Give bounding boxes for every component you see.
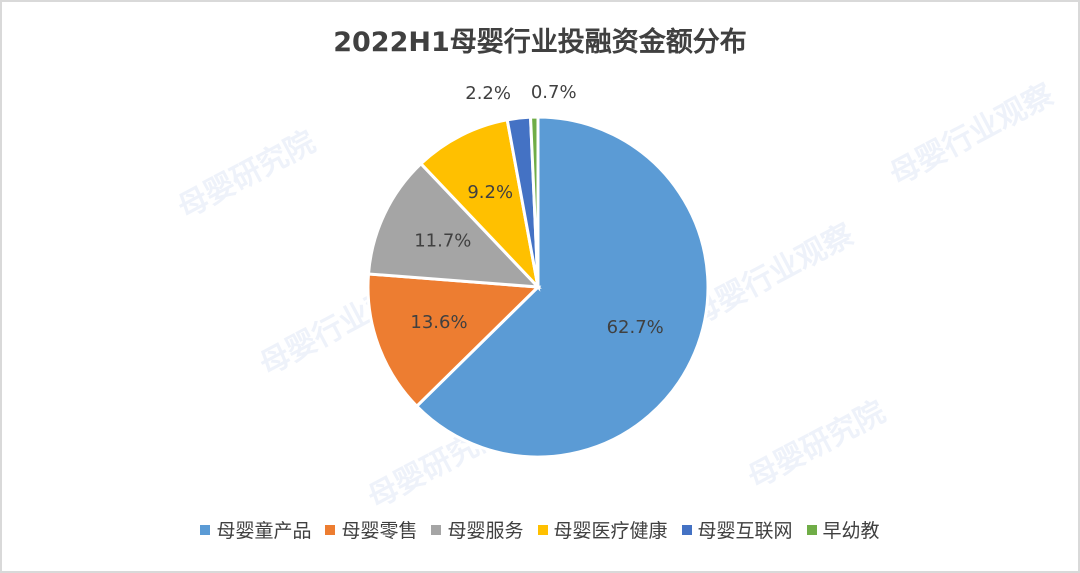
legend-item: 母婴童产品 [200, 516, 311, 543]
data-label: 62.7% [607, 317, 664, 338]
pie-slice [528, 115, 540, 288]
legend-label: 母婴零售 [341, 520, 418, 542]
legend-item: 早幼教 [806, 516, 880, 543]
data-label: 13.6% [410, 312, 467, 333]
legend-item: 母婴互联网 [681, 516, 793, 543]
legend-swatch [431, 524, 442, 535]
legend-swatch [200, 524, 211, 535]
legend-item: 母婴服务 [431, 516, 524, 543]
data-label: 11.7% [414, 231, 471, 252]
legend-item: 母婴零售 [325, 516, 417, 543]
legend-item: 母婴医疗健康 [537, 516, 668, 543]
legend: 母婴童产品 母婴零售 母婴服务 母婴医疗健康 母婴互联网 早幼教 [0, 516, 1080, 543]
legend-swatch [537, 524, 548, 535]
legend-label: 母婴互联网 [697, 520, 793, 542]
legend-swatch [681, 524, 692, 535]
data-label: 0.7% [531, 82, 577, 103]
data-label: 9.2% [467, 182, 513, 203]
chart-title: 2022H1母婴行业投融资金额分布 [333, 27, 747, 58]
pie-slice [418, 118, 541, 292]
legend-swatch [325, 524, 336, 535]
pie-slice [366, 272, 542, 409]
legend-label: 早幼教 [822, 520, 880, 542]
legend-label: 母婴医疗健康 [553, 520, 668, 542]
pie-slice [414, 115, 710, 459]
legend-swatch [806, 524, 817, 535]
data-label: 2.2% [465, 83, 511, 104]
legend-label: 母婴服务 [447, 520, 524, 542]
legend-label: 母婴童产品 [216, 520, 312, 542]
pie-slice [366, 161, 542, 289]
